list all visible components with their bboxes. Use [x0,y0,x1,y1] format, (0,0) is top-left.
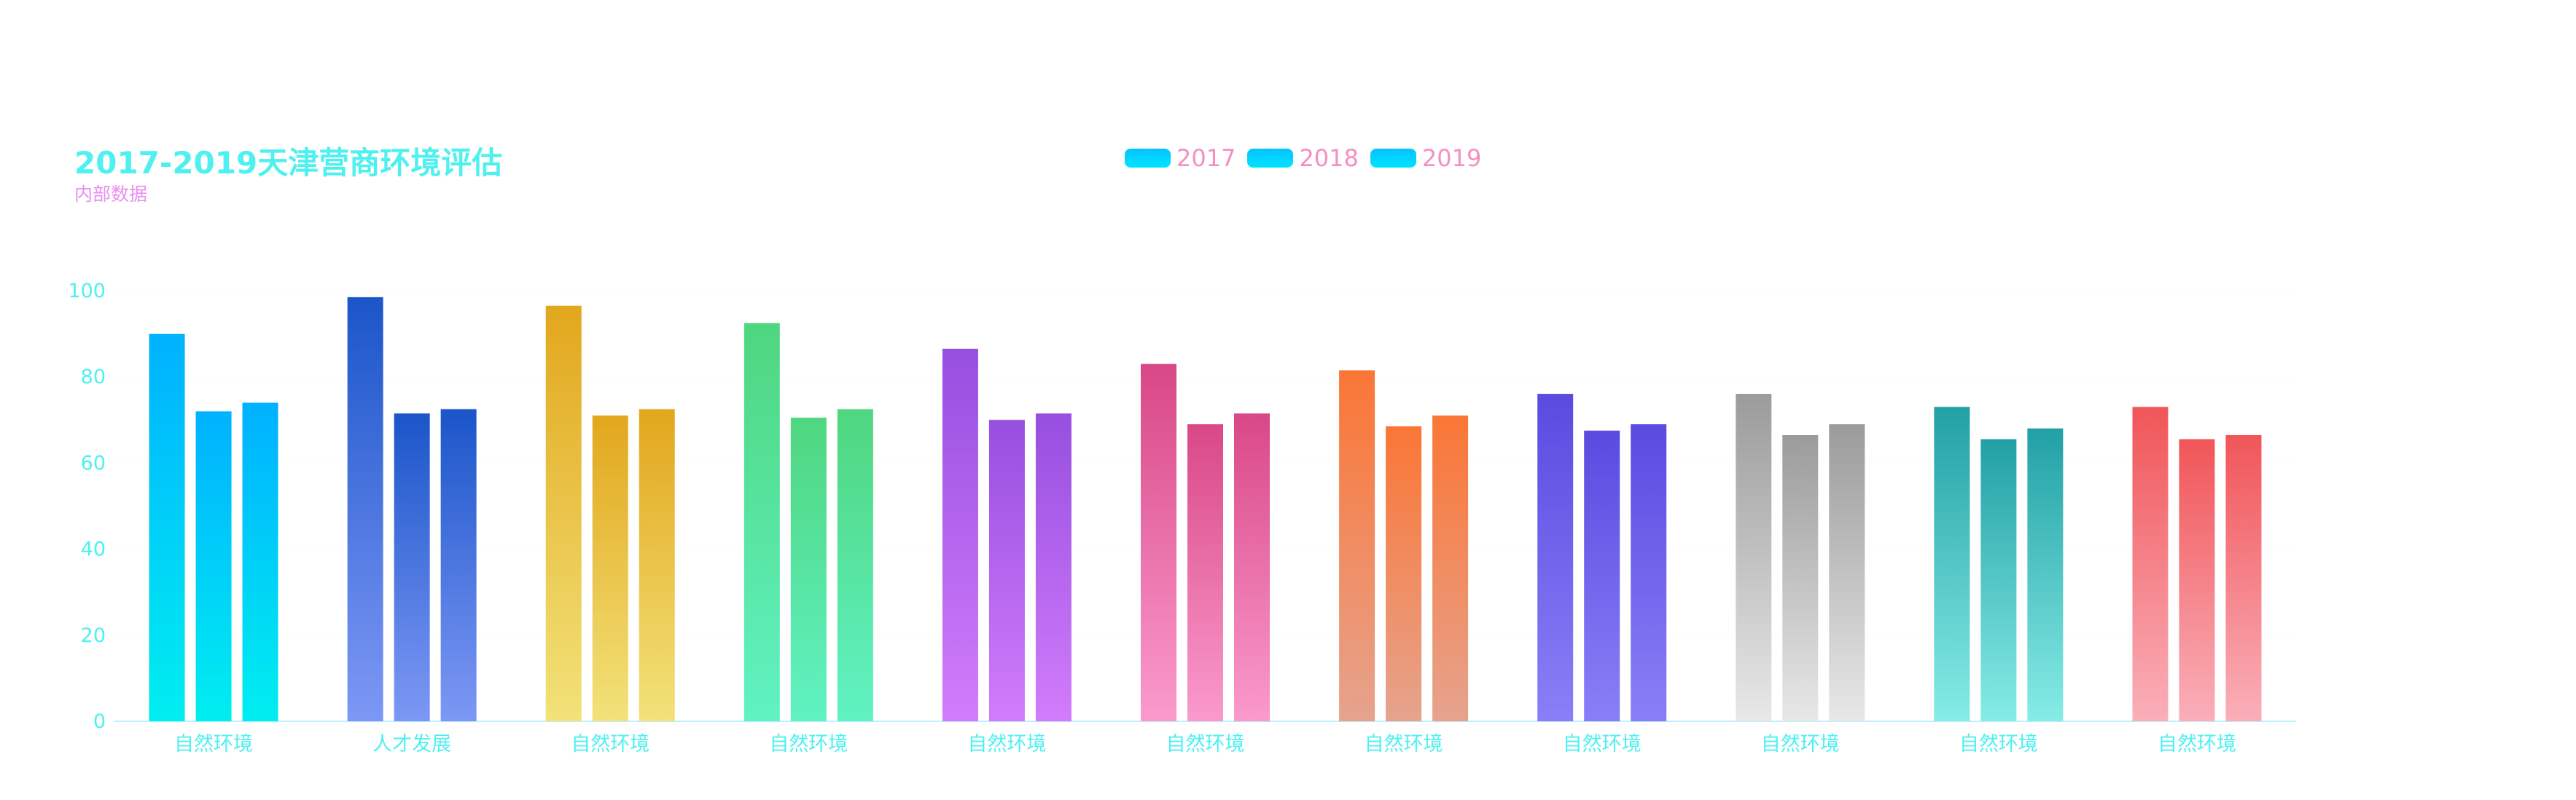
x-tick-label: 自然环境 [571,733,649,756]
y-tick-label: 20 [81,624,106,647]
x-tick-label: 自然环境 [769,733,848,756]
bar-2019-cat-1[interactable] [440,409,477,721]
bar-2017-cat-5[interactable] [1141,364,1176,721]
x-tick-label: 自然环境 [174,733,253,756]
bar-2017-cat-4[interactable] [942,348,978,721]
bar-2019-cat-5[interactable] [1234,413,1270,721]
bar-2018-cat-8[interactable] [1782,434,1819,721]
bar-2018-cat-9[interactable] [1980,439,2017,721]
x-tick-label: 自然环境 [1761,733,1840,756]
legend: 2017 2018 2019 [1125,144,1481,172]
bar-2018-cat-3[interactable] [790,417,827,721]
bar-2019-cat-4[interactable] [1035,413,1072,721]
y-tick-label: 100 [68,280,106,302]
y-tick-label: 60 [81,452,106,474]
bar-2018-cat-1[interactable] [394,413,430,721]
legend-label: 2019 [1421,144,1482,172]
x-tick-label: 自然环境 [2158,733,2236,756]
bar-2019-cat-9[interactable] [2027,428,2064,721]
bar-2017-cat-6[interactable] [1339,370,1375,721]
bar-2017-cat-0[interactable] [149,334,185,722]
legend-swatch [1370,149,1416,168]
bar-2019-cat-0[interactable] [242,402,278,721]
chart-subtitle: 内部数据 [74,184,148,205]
x-tick-label: 自然环境 [1959,733,2038,756]
legend-label: 2017 [1176,144,1236,172]
bar-2019-cat-7[interactable] [1631,424,1667,721]
bar-2017-cat-3[interactable] [743,323,780,721]
legend-swatch [1125,149,1171,168]
bar-2018-cat-7[interactable] [1584,431,1620,721]
bar-2018-cat-2[interactable] [592,415,628,721]
bar-2017-cat-1[interactable] [347,297,383,721]
x-tick-label: 自然环境 [1365,733,1443,756]
x-tick-label: 人才发展 [372,733,451,756]
legend-item-2017[interactable]: 2017 [1125,144,1236,172]
x-tick-label: 自然环境 [1563,733,1642,756]
bar-2017-cat-10[interactable] [2132,407,2169,721]
y-tick-label: 0 [93,710,106,733]
legend-swatch [1247,149,1294,168]
legend-item-2019[interactable]: 2019 [1370,144,1481,172]
bar-2019-cat-10[interactable] [2225,434,2262,721]
bar-2019-cat-6[interactable] [1432,415,1469,721]
legend-item-2018[interactable]: 2018 [1247,144,1359,172]
x-tick-label: 自然环境 [967,733,1046,756]
bar-2018-cat-4[interactable] [988,420,1025,721]
bar-2019-cat-2[interactable] [639,409,675,721]
legend-label: 2018 [1299,144,1359,172]
bar-2019-cat-3[interactable] [837,409,873,721]
bar-2017-cat-8[interactable] [1736,393,1772,721]
bar-2019-cat-8[interactable] [1829,424,1865,721]
y-tick-label: 80 [81,366,106,388]
bar-2018-cat-10[interactable] [2179,439,2215,721]
bar-2017-cat-7[interactable] [1537,393,1574,721]
bar-2018-cat-5[interactable] [1187,424,1223,721]
chart-title: 2017-2019天津营商环境评估 [74,145,503,181]
bar-2017-cat-2[interactable] [545,305,582,721]
y-tick-label: 40 [81,538,106,561]
bar-2017-cat-9[interactable] [1934,407,1970,721]
bar-2018-cat-0[interactable] [195,411,232,721]
x-tick-label: 自然环境 [1166,733,1245,756]
bar-2018-cat-6[interactable] [1386,426,1422,721]
